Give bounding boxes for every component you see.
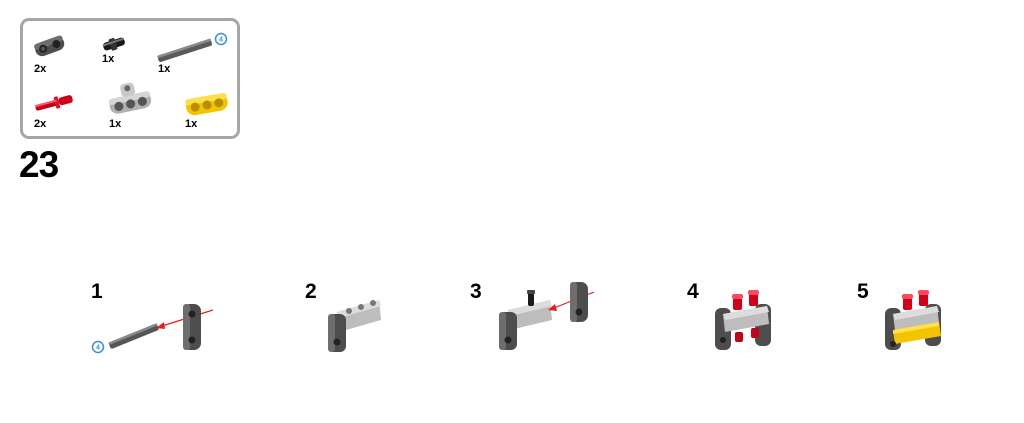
axle-length-badge: 4: [219, 37, 223, 44]
substep-3-illustration: [499, 282, 595, 350]
substep-label: 4: [687, 280, 699, 303]
connector-qty: 2x: [34, 63, 47, 75]
gray-beam-qty: 1x: [109, 118, 122, 130]
substep-2-illustration: [328, 300, 381, 352]
yellow-beam-qty: 1x: [185, 118, 198, 130]
red-axle-pin-qty: 2x: [34, 118, 47, 130]
axle-length-badge: 4: [96, 345, 100, 352]
substep-label: 1: [91, 280, 103, 303]
connector-icon: [34, 35, 65, 57]
substep-4-illustration: [715, 290, 771, 350]
substep-label: 3: [470, 280, 482, 303]
gray-beam-icon: [108, 82, 152, 114]
parts-list-box: 2x 1x 4 1x: [20, 18, 240, 139]
substep-label: 2: [305, 280, 317, 303]
axle-qty: 1x: [158, 63, 171, 75]
step-number: 23: [19, 144, 59, 185]
substep-label: 5: [857, 280, 869, 303]
ball-pin-icon: [102, 37, 125, 51]
red-axle-pin-icon: [34, 95, 73, 111]
yellow-beam-icon: [185, 92, 228, 116]
substep-5-illustration: [885, 290, 941, 350]
axle-icon: 4: [157, 32, 228, 62]
ball-pin-qty: 1x: [102, 53, 115, 65]
substep-1-illustration: 4: [91, 304, 214, 354]
